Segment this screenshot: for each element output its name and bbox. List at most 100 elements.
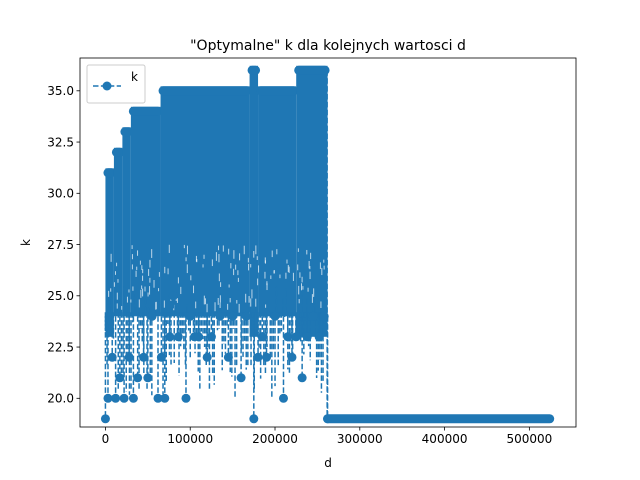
series-fill-0 [105, 168, 114, 337]
series-point [103, 393, 113, 403]
series-gap [203, 254, 205, 259]
series-point [100, 414, 110, 424]
series-gap [218, 273, 220, 282]
series-gap [243, 245, 245, 255]
series-gap [255, 245, 257, 255]
series-gap [235, 264, 237, 270]
y-tick-label: 35.0 [47, 84, 74, 98]
series-gap [158, 288, 160, 292]
series-point [223, 352, 233, 362]
series-point [153, 393, 163, 403]
series-gap [306, 249, 308, 255]
x-tick-label: 300000 [337, 432, 383, 446]
series-gap [237, 277, 239, 282]
series-point [165, 332, 175, 342]
series-gap [121, 306, 123, 310]
y-tick-label: 20.0 [47, 392, 74, 406]
y-tick-label: 25.0 [47, 289, 74, 303]
series-point [215, 311, 225, 321]
series-gap [110, 253, 112, 262]
series-gap [186, 264, 188, 274]
series-gap [219, 295, 221, 303]
series-gap [302, 286, 304, 290]
series-gap [256, 256, 258, 260]
series-fill-5 [249, 65, 259, 337]
series-gap [142, 288, 144, 297]
series-gap [193, 285, 195, 294]
series-gap [190, 275, 192, 281]
series-gap [320, 301, 322, 308]
series-gap [136, 266, 138, 271]
series-gap [321, 267, 323, 276]
series-gap [251, 289, 253, 299]
series-gap [297, 264, 299, 271]
series-gap [180, 286, 182, 295]
series-top-band-3 [128, 106, 163, 116]
series-point [314, 332, 324, 342]
series-gap [288, 266, 290, 273]
series-gap [311, 294, 313, 303]
series-gap [265, 304, 267, 308]
series-gap [219, 302, 221, 308]
series-gap [113, 282, 115, 287]
series-gap [299, 272, 301, 278]
series-gap [148, 269, 150, 276]
series-top-band-2 [120, 127, 133, 137]
series-point [278, 393, 288, 403]
series-gap [186, 245, 188, 255]
series-gap [168, 244, 170, 253]
x-axis: 0 100000 200000 300000 400000 500000 [102, 427, 552, 446]
series-gap [309, 266, 311, 270]
series-gap [151, 249, 153, 258]
axes-frame [79, 57, 577, 428]
series-gap [233, 268, 235, 276]
series-point [287, 352, 297, 362]
series-gap [292, 272, 294, 281]
series-gap [307, 287, 309, 292]
series-point [173, 332, 183, 342]
series-gap [270, 275, 272, 279]
series-point [143, 373, 153, 383]
series-gap [131, 245, 133, 249]
series-gap [135, 270, 137, 277]
series-gap [114, 271, 116, 275]
series-gap [257, 278, 259, 286]
series-gap [116, 303, 118, 309]
series-gap [215, 252, 217, 261]
series-gap [323, 259, 325, 263]
legend-marker-sample [102, 81, 112, 91]
series-gap [237, 270, 239, 276]
series-gap [236, 300, 238, 304]
series-gap [245, 293, 247, 303]
chart-title: "Optymalne" k dla kolejnych wartosci d [190, 38, 466, 54]
y-axis-label: k [19, 239, 33, 246]
series-gap [177, 277, 179, 284]
series-point [249, 414, 259, 424]
series-gap [228, 284, 230, 288]
y-tick-label: 22.5 [47, 340, 74, 354]
series-band-8 [323, 414, 555, 424]
series-gap [273, 270, 275, 274]
series-gap [211, 259, 213, 267]
series-gap [264, 271, 266, 279]
legend-box [86, 64, 146, 104]
legend: k [86, 64, 146, 104]
series-gap [253, 251, 255, 258]
series-gap [248, 263, 250, 271]
series-top-band-0 [103, 168, 116, 178]
series-gap [149, 277, 151, 283]
series-gap [248, 296, 250, 303]
series-gap [158, 272, 160, 277]
series-point [270, 311, 280, 321]
series-gap [233, 250, 235, 259]
y-tick-label: 32.5 [47, 135, 74, 149]
series-gap [195, 255, 197, 262]
series-gap [297, 248, 299, 252]
series-gap [126, 296, 128, 303]
series-fill-7 [296, 65, 328, 337]
series-gap [220, 282, 222, 287]
series-gap [255, 298, 257, 307]
y-tick-label: 30.0 [47, 187, 74, 201]
series-point [156, 352, 166, 362]
series-point [160, 393, 170, 403]
